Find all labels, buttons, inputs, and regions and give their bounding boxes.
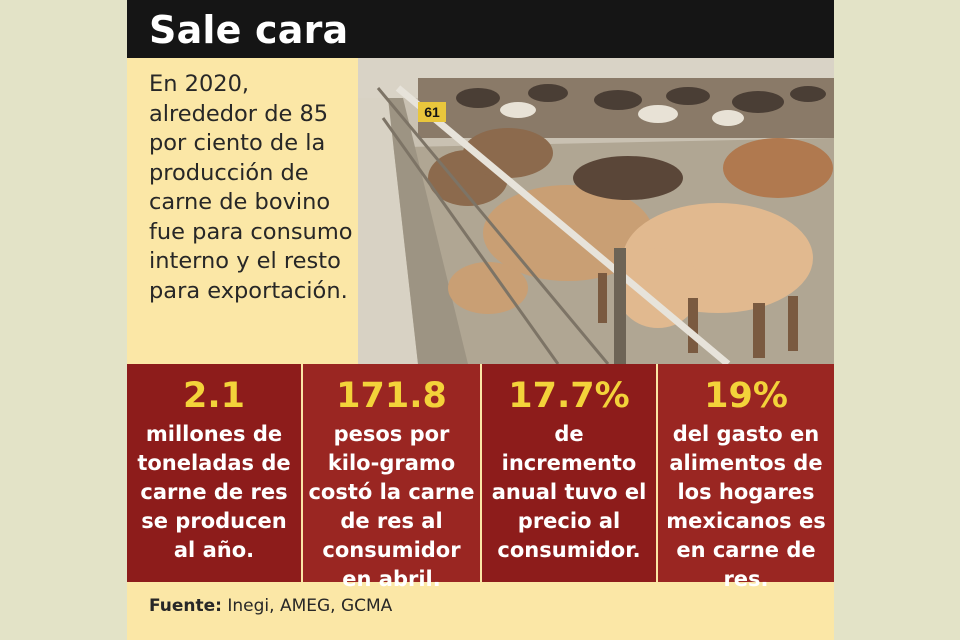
infographic-card: Sale cara En 2020, alrededor de 85 por c… [127,0,834,640]
cattle-photo: 61 [358,58,834,364]
pen-number-text: 61 [424,104,440,120]
stat-description: de incremento anual tuvo el precio al co… [491,422,647,562]
cattle-feedlot-illustration: 61 [358,58,834,364]
source-text: Inegi, AMEG, GCMA [227,596,393,616]
stat-description: pesos por kilo-gramo costó la carne de r… [308,422,475,591]
stat-value: 2.1 [182,376,245,416]
stat-value: 17.7% [508,376,630,416]
stats-row: 2.1 millones de toneladas de carne de re… [127,364,834,591]
header-bar: Sale cara [127,0,834,58]
stat-value: 19% [704,376,788,416]
stat-increase: 17.7% de incremento anual tuvo el precio… [482,364,656,582]
infographic-title: Sale cara [149,8,349,52]
pen-number-sign [418,102,446,122]
source-line: Fuente: Inegi, AMEG, GCMA [149,596,392,616]
stat-price: 171.8 pesos por kilo-gramo costó la carn… [303,364,480,591]
source-label: Fuente: [149,596,222,616]
stat-description: del gasto en alimentos de los hogares me… [666,422,826,591]
stat-description: millones de toneladas de carne de res se… [137,422,291,562]
stat-production: 2.1 millones de toneladas de carne de re… [127,364,301,582]
stat-value: 171.8 [336,376,447,416]
intro-text: En 2020, alrededor de 85 por ciento de l… [149,71,353,304]
stat-spending: 19% del gasto en alimentos de los hogare… [658,364,834,591]
